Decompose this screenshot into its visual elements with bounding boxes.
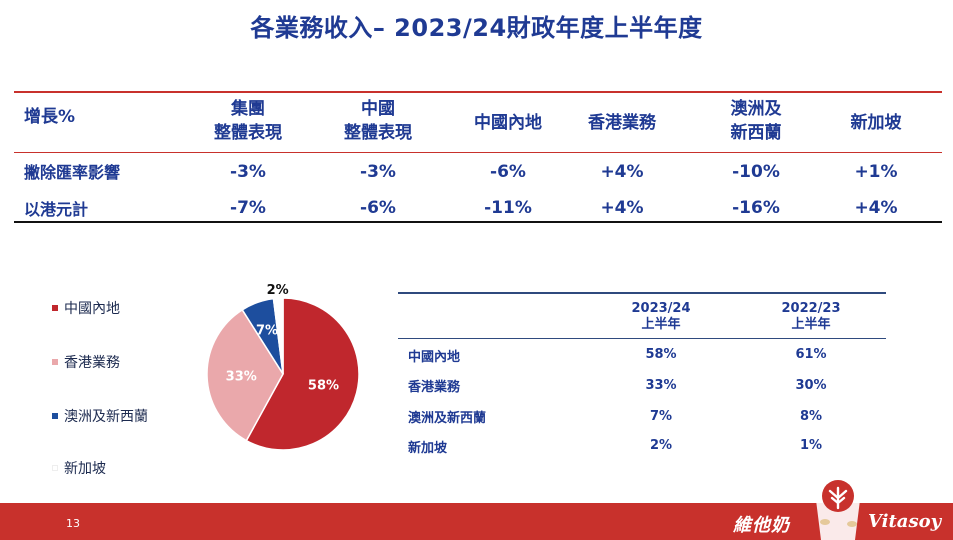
table-cell: -16% [732, 198, 780, 218]
column-header: 新加坡 [850, 113, 902, 133]
row-label: 以港元計 [24, 200, 89, 219]
table-cell: -10% [732, 162, 780, 182]
share-column-header: 2023/24 上半年 [631, 301, 691, 332]
table-cell: +1% [854, 162, 898, 182]
legend-label: 香港業務 [64, 355, 120, 371]
column-header: 香港業務 [588, 113, 656, 133]
table-bottom-rule [14, 221, 942, 223]
growth-header-label: 增長% [24, 107, 76, 127]
share-cell: 1% [799, 438, 823, 453]
pie-slice-label: 33% [226, 369, 257, 384]
vitasoy-logo: Vitasoy [868, 511, 942, 532]
pie-slice-label: 7% [256, 324, 278, 339]
legend-item: 香港業務 [52, 352, 120, 372]
legend-label: 中國內地 [64, 301, 120, 317]
column-header: 集團 整體表現 [214, 99, 282, 143]
share-cell: 58% [645, 347, 677, 362]
table-cell: -3% [230, 162, 266, 182]
column-header: 中國內地 [474, 113, 542, 133]
header-divider [14, 152, 942, 153]
pie-slice-label: 2% [267, 283, 289, 298]
legend-label: 新加坡 [64, 461, 106, 477]
legend-swatch [52, 359, 58, 365]
share-cell: 2% [649, 438, 673, 453]
share-table-top-rule [398, 292, 886, 294]
legend-item: 新加坡 [52, 458, 106, 478]
table-top-rule [14, 91, 942, 93]
row-label: 撇除匯率影響 [24, 163, 121, 182]
column-header: 澳洲及 新西蘭 [730, 99, 782, 143]
table-cell: -3% [360, 162, 396, 182]
page-title: 各業務收入– 2023/24財政年度上半年度 [250, 14, 703, 42]
pie-slice [206, 308, 284, 442]
share-cell: 8% [799, 409, 823, 424]
share-row-label: 澳洲及新西蘭 [408, 411, 487, 426]
share-cell: 7% [649, 409, 673, 424]
share-column-header: 2022/23 上半年 [781, 301, 841, 332]
table-cell: -11% [484, 198, 532, 218]
page-number: 13 [66, 517, 80, 530]
revenue-pie-chart: 58% 33% 7% 2% [206, 283, 360, 451]
legend-swatch [52, 305, 58, 311]
table-cell: -6% [360, 198, 396, 218]
share-cell: 61% [795, 347, 827, 362]
share-row-label: 新加坡 [408, 441, 448, 456]
share-cell: 33% [645, 378, 677, 393]
table-cell: -6% [490, 162, 526, 182]
legend-label: 澳洲及新西蘭 [64, 409, 148, 425]
legend-swatch [52, 465, 58, 471]
pie-slice [272, 297, 284, 375]
legend-item: 澳洲及新西蘭 [52, 406, 148, 426]
share-cell: 30% [795, 378, 827, 393]
pie-slice [245, 297, 360, 451]
legend-swatch [52, 413, 58, 419]
table-cell: -7% [230, 198, 266, 218]
share-row-label: 中國內地 [408, 350, 461, 365]
table-cell: +4% [600, 162, 644, 182]
share-row-label: 香港業務 [408, 380, 461, 395]
vitasoy-chinese-logo: 維他奶 [733, 515, 790, 536]
footer-bar: 13 維他奶 Vitasoy [0, 503, 953, 540]
pie-slice-label: 58% [308, 378, 339, 393]
table-cell: +4% [854, 198, 898, 218]
column-header: 中國 整體表現 [344, 99, 412, 143]
table-cell: +4% [600, 198, 644, 218]
legend-item: 中國內地 [52, 298, 120, 318]
share-header-divider [398, 338, 886, 339]
cup-logo-icon [816, 480, 860, 540]
